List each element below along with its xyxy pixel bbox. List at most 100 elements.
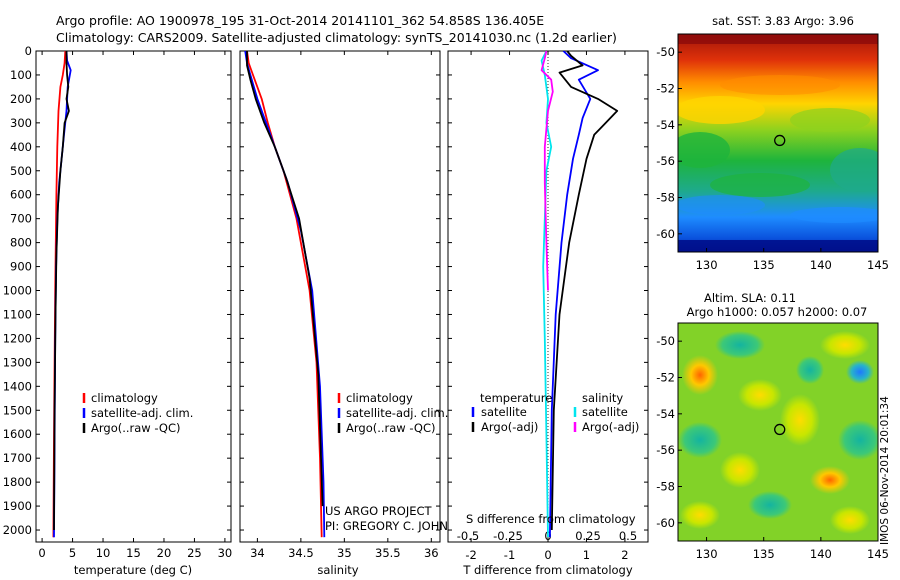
x-tick-label: 20: [157, 546, 172, 560]
header-line-1: Argo profile: AO 1900978_195 31-Oct-2014…: [56, 13, 544, 28]
x-tick-label: 0: [38, 546, 45, 560]
x2-tick-label: -0.5: [457, 529, 479, 543]
lat-tick-label: -50: [656, 45, 675, 59]
x-tick-label: 36: [424, 546, 439, 560]
sla-map-axis-ticks: 130 135 140 145 -50 -52 -54 -56 -58 -60: [656, 334, 889, 561]
lat-tick-label: -56: [656, 154, 675, 168]
x-tick-label: 25: [187, 546, 202, 560]
sla-map-subtitle: Argo h1000: 0.057 h2000: 0.07: [687, 305, 868, 319]
timestamp-label: IMOS 06-Nov-2014 20:01:34: [879, 396, 891, 545]
sst-argo-location-marker: [774, 134, 786, 147]
x-tick-label: -1: [504, 548, 515, 562]
lon-tick-label: 145: [867, 547, 889, 561]
temperature-lines: [52, 51, 72, 538]
depth-tick-label: 400: [10, 140, 32, 154]
depth-tick-label: 1800: [3, 475, 32, 489]
x-tick-label: 15: [126, 546, 141, 560]
sst-map-panel: sat. SST: 3.83 Argo: 3.96 130 135 140 145 -5…: [656, 14, 889, 272]
x-tick-label: 2: [621, 548, 628, 562]
credit-project: US ARGO PROJECT: [325, 504, 433, 518]
depth-tick-label: 1600: [3, 427, 32, 441]
sla-map-frame: [677, 322, 879, 542]
lat-tick-label: -58: [656, 191, 675, 205]
legend-title-salinity: salinity: [582, 391, 623, 405]
depth-tick-label: 1300: [3, 355, 32, 369]
legend-label: Argo(..raw -QC): [346, 421, 436, 435]
salinity-lines: [244, 51, 326, 538]
lon-tick-label: 135: [753, 547, 775, 561]
depth-tick-label: 1500: [3, 403, 32, 417]
depth-tick-label: 800: [10, 236, 32, 250]
series-line-argo-raw-qc-: [246, 51, 324, 507]
lat-tick-label: -50: [656, 334, 675, 348]
sst-map-axis-ticks: 130 135 140 145 -50 -52 -54 -56 -58 -60: [656, 45, 889, 272]
lat-tick-label: -60: [656, 227, 675, 241]
x-tick-label: 34: [250, 546, 265, 560]
legend-label: Argo(..raw -QC): [91, 421, 181, 435]
difference-legend: temperature salinitysatelliteArgo(-adj)sa…: [471, 391, 639, 434]
series-line-satellite: [549, 51, 599, 538]
x-tick-label: 1: [583, 548, 590, 562]
x-tick-label: 35.5: [375, 546, 401, 560]
x-tick-label: 35: [337, 546, 352, 560]
depth-tick-label: 500: [10, 164, 32, 178]
depth-tick-label: 1200: [3, 331, 32, 345]
legend-label: climatology: [91, 391, 158, 405]
temperature-axis-ticks: 0100200300400500600700800900100011001200…: [3, 44, 233, 560]
x-tick-label: 34.5: [288, 546, 314, 560]
lon-tick-label: 130: [696, 258, 718, 272]
sst-map-frame: [677, 33, 879, 253]
x2-tick-label: 0.5: [619, 529, 637, 543]
sla-argo-location-marker: [774, 423, 786, 436]
x-tick-label: 0: [544, 548, 551, 562]
series-line-argo-adj-: [540, 51, 554, 291]
legend-label: Argo(-adj): [582, 420, 639, 434]
lon-tick-label: 145: [867, 258, 889, 272]
temperature-panel: 0100200300400500600700800900100011001200…: [3, 44, 233, 577]
credit-pi: PI: GREGORY C. JOHNSON: [325, 519, 473, 533]
legend-label: Argo(-adj): [481, 420, 538, 434]
depth-tick-label: 900: [10, 260, 32, 274]
depth-tick-label: 1400: [3, 379, 32, 393]
lat-tick-label: -60: [656, 516, 675, 530]
salinity-xlabel: salinity: [317, 563, 358, 577]
sst-map-field: [678, 34, 878, 252]
temperature-plot-frame: [35, 50, 232, 543]
difference-axis-ticks: -2 -1 0 1 2-0.5 -0.25 0 0.25 0.5: [448, 50, 648, 562]
x2-tick-label: -0.25: [493, 529, 523, 543]
x-tick-label: 5: [69, 546, 76, 560]
depth-tick-label: 300: [10, 116, 32, 130]
x-tick-label: 10: [96, 546, 111, 560]
lat-tick-label: -54: [656, 407, 675, 421]
depth-tick-label: 1000: [3, 284, 32, 298]
depth-tick-label: 200: [10, 92, 32, 106]
lat-tick-label: -52: [656, 371, 675, 385]
lon-tick-label: 130: [696, 547, 718, 561]
lat-tick-label: -56: [656, 443, 675, 457]
sst-map-title: sat. SST: 3.83 Argo: 3.96: [712, 14, 854, 28]
difference-xlabel: T difference from climatology: [462, 563, 633, 577]
legend-label: satellite-adj. clim.: [346, 406, 448, 420]
sla-map-field: [678, 323, 878, 541]
depth-tick-label: 0: [25, 44, 32, 58]
depth-tick-label: 700: [10, 212, 32, 226]
temperature-xlabel: temperature (deg C): [74, 563, 192, 577]
legend-label: satellite: [481, 405, 527, 419]
series-line-argo-adj-: [550, 51, 619, 531]
salinity-plot-frame: [239, 50, 441, 543]
lon-tick-label: 140: [810, 258, 832, 272]
sla-map-title: Altim. SLA: 0.11: [704, 291, 796, 305]
legend-label: satellite: [582, 405, 628, 419]
difference-x2label: S difference from climatology: [466, 512, 636, 526]
salinity-panel: 34 34.5 35 35.5 36 salinity climatologysatel…: [239, 50, 473, 577]
lat-tick-label: -52: [656, 82, 675, 96]
x-tick-label: -2: [465, 548, 476, 562]
lat-tick-label: -58: [656, 480, 675, 494]
depth-tick-label: 1900: [3, 499, 32, 513]
x2-tick-label: 0.25: [575, 529, 601, 543]
depth-tick-label: 1700: [3, 451, 32, 465]
sla-map-panel: Altim. SLA: 0.11 Argo h1000: 0.057 h2000…: [656, 291, 891, 561]
